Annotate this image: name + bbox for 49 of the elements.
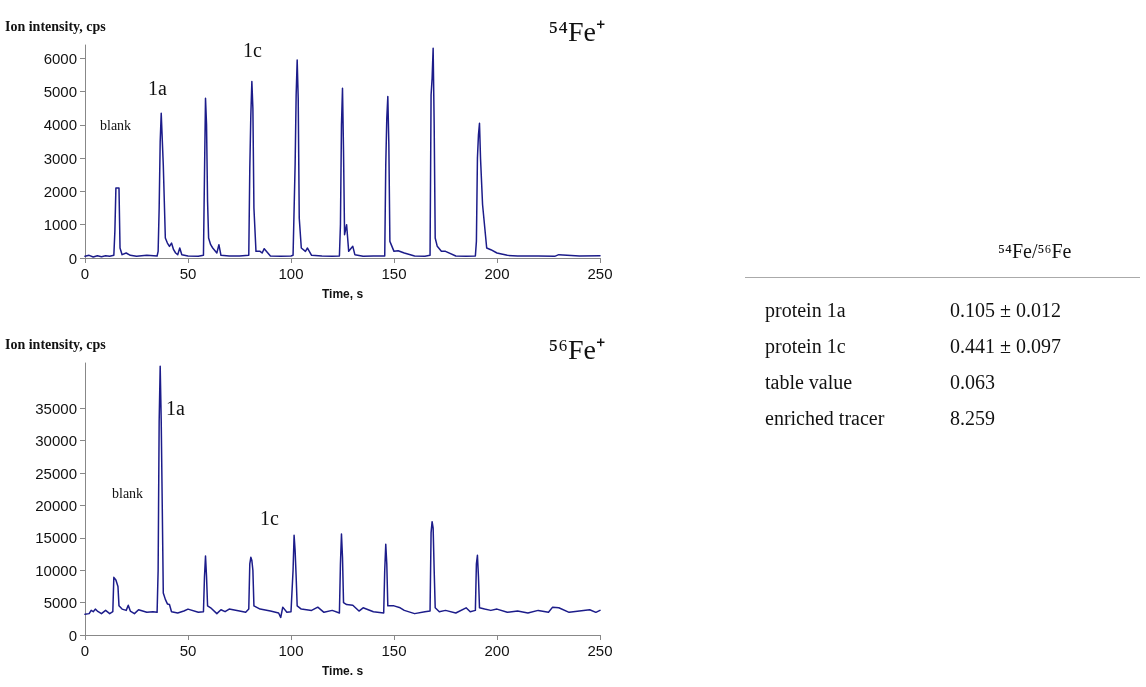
y-tick-label: 5000 xyxy=(43,83,77,101)
x-tick-label: 50 xyxy=(179,642,197,659)
x-tick-label: 50 xyxy=(179,265,197,282)
y-tick-label: 10000 xyxy=(35,561,77,579)
y-tick-label: 1000 xyxy=(43,216,77,234)
y-tick-label: 20000 xyxy=(35,496,77,514)
text: ⁵⁴Fe/⁵⁶Fe xyxy=(745,240,1140,278)
y-tick-label: 25000 xyxy=(35,464,77,482)
y-tick-label: 30000 xyxy=(35,432,77,450)
annotation: blank xyxy=(112,485,144,501)
annotation: 1a xyxy=(148,77,167,99)
y-tick-label: 5000 xyxy=(43,594,77,612)
annotation: 1c xyxy=(243,39,262,61)
text: 0.105 ± 0.012 xyxy=(950,298,1061,322)
line-series xyxy=(84,365,601,619)
y-tick-label: 35000 xyxy=(35,399,77,417)
x-tick-label: 0 xyxy=(80,265,90,282)
chart-title: ⁵⁶Fe⁺ xyxy=(548,333,606,365)
y-tick-label: 3000 xyxy=(43,149,77,167)
y-tick-label: 4000 xyxy=(43,116,77,134)
y-tick-label: 0 xyxy=(68,626,77,644)
x-tick-label: 150 xyxy=(381,265,407,282)
y-tick-label: 15000 xyxy=(35,529,77,547)
y-axis-title: Ion intensity, cps xyxy=(5,336,107,352)
text: 0.063 xyxy=(950,370,995,394)
x-tick-label: 200 xyxy=(484,265,510,282)
y-tick-label: 0 xyxy=(68,249,77,267)
text: protein 1a xyxy=(765,298,847,322)
y-tick-label: 6000 xyxy=(43,49,77,67)
chart-title: ⁵⁴Fe⁺ xyxy=(548,15,606,47)
x-axis-title: Time. s xyxy=(321,664,364,678)
x-tick-label: 100 xyxy=(278,642,304,659)
annotation: blank xyxy=(100,117,132,133)
text: 8.259 xyxy=(950,406,995,430)
text: 0.441 ± 0.097 xyxy=(950,334,1061,358)
y-tick-label: 2000 xyxy=(43,182,77,200)
x-tick-label: 200 xyxy=(484,642,510,659)
x-tick-label: 250 xyxy=(587,642,613,659)
x-tick-label: 150 xyxy=(381,642,407,659)
y-axis-title: Ion intensity, cps xyxy=(5,18,107,34)
x-tick-label: 100 xyxy=(278,265,304,282)
text: protein 1c xyxy=(765,334,847,358)
annotation: 1a xyxy=(166,397,185,419)
text: table value xyxy=(765,370,854,394)
text: enriched tracer xyxy=(765,406,886,430)
x-tick-label: 0 xyxy=(80,642,90,659)
x-tick-label: 250 xyxy=(587,265,613,282)
x-axis-title: Time, s xyxy=(321,287,364,301)
annotation: 1c xyxy=(260,507,279,529)
